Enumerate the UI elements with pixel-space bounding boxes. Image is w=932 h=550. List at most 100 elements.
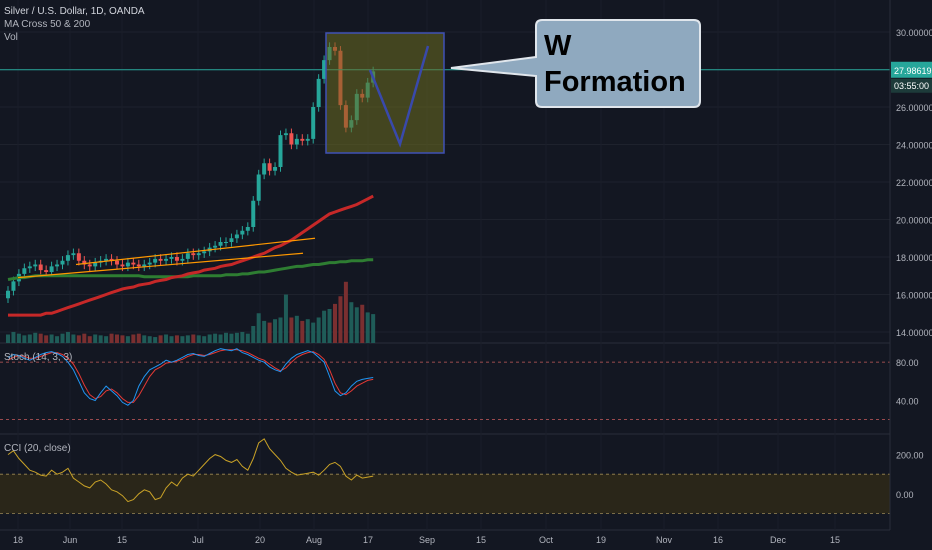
drawing-overlays[interactable]: [0, 19, 890, 279]
volume-bar: [60, 333, 65, 343]
volume-bar: [76, 335, 81, 343]
volume-bar: [278, 317, 283, 343]
volume-bar: [142, 335, 147, 343]
x-tick-label: 19: [596, 535, 606, 545]
candle-body: [224, 242, 228, 243]
volume-bar: [147, 336, 152, 343]
volume-bar: [262, 320, 267, 343]
volume-bar: [283, 294, 288, 343]
x-tick-label: Sep: [419, 535, 435, 545]
candle-body: [229, 238, 234, 242]
volume-bar: [267, 322, 272, 343]
volume-bar: [71, 334, 76, 343]
candle-body: [93, 262, 98, 267]
y-tick-label: 20.00000: [896, 216, 932, 226]
y-tick-label: 16.00000: [896, 291, 932, 301]
volume-bar: [6, 334, 10, 343]
cci-band-fill: [0, 474, 890, 514]
volume-bar: [98, 335, 103, 343]
volume-bar: [191, 334, 196, 343]
volume-bar: [131, 334, 136, 343]
y-tick-label: 18.00000: [896, 253, 932, 263]
channel-lower-line: [17, 252, 304, 279]
volume-bar: [333, 303, 337, 343]
candle-body: [87, 264, 92, 267]
candle-body: [267, 163, 272, 171]
x-tick-label: Jun: [63, 535, 78, 545]
volume-bar: [125, 336, 130, 343]
volume-bar: [240, 331, 245, 343]
cci-pane: [0, 438, 890, 514]
moving-averages: [7, 194, 374, 317]
x-tick-label: 18: [13, 535, 23, 545]
candle-body: [6, 290, 10, 299]
candle-body: [33, 264, 38, 267]
volume-bar: [11, 331, 16, 343]
volume-bar: [245, 333, 250, 343]
volume-bar: [371, 314, 376, 343]
volume-bar: [153, 337, 158, 343]
x-tick-label: Nov: [656, 535, 673, 545]
volume-bar: [360, 304, 365, 343]
ma-cross-label[interactable]: MA Cross 50 & 200: [4, 19, 91, 30]
candle-body: [153, 258, 158, 263]
cci-tick: 200.00: [896, 451, 924, 461]
x-tick-label: 15: [830, 535, 840, 545]
price-badge-value: 27.98619: [894, 66, 932, 76]
volume-bar: [234, 332, 239, 343]
candle-body: [300, 138, 305, 141]
w-formation-line: [368, 45, 430, 148]
candle-body: [65, 255, 70, 261]
volume-bar: [322, 310, 327, 343]
candle-body: [169, 257, 174, 259]
candle-body: [115, 260, 119, 265]
candle-body: [60, 260, 65, 265]
callout-line-2: Formation: [544, 66, 686, 98]
candle-body: [202, 251, 207, 254]
candle-body: [164, 258, 169, 261]
candle-body: [283, 133, 288, 136]
candle-body: [82, 260, 87, 265]
ma50-line: [8, 194, 374, 317]
volume-bar: [33, 332, 38, 343]
candle-body: [278, 135, 283, 167]
volume-bar: [115, 334, 119, 343]
volume-bar: [207, 334, 212, 343]
volume-bar: [224, 332, 228, 343]
candle-body: [22, 268, 27, 274]
stoch-label[interactable]: Stoch (14, 3, 3): [4, 352, 73, 363]
candle-body: [158, 258, 163, 261]
x-tick-label: 20: [255, 535, 265, 545]
candle-body: [76, 253, 81, 261]
volume-bar: [87, 336, 92, 343]
volume-bar: [305, 319, 310, 343]
candle-body: [11, 281, 16, 291]
candle-body: [120, 264, 125, 267]
candle-body: [38, 264, 43, 271]
volume-bar: [82, 333, 87, 343]
y-tick-label: 14.00000: [896, 328, 932, 338]
x-tick-label: 16: [713, 535, 723, 545]
candle-body: [71, 253, 76, 256]
w-formation-callout[interactable]: W Formation: [544, 28, 686, 100]
volume-bar: [120, 335, 125, 343]
candle-body: [44, 270, 49, 272]
volume-bar: [294, 315, 299, 343]
volume-bar: [16, 333, 21, 343]
candle-body: [245, 227, 250, 231]
volume-bar: [44, 335, 49, 343]
volume-bar: [174, 335, 179, 343]
volume-bar: [55, 336, 60, 343]
candle-body: [104, 258, 109, 261]
volume-bar: [169, 336, 174, 343]
y-tick-label: 26.00000: [896, 103, 932, 113]
candle-body: [180, 258, 185, 261]
volume-bar: [22, 335, 27, 343]
candle-body: [316, 78, 321, 107]
volume-bar: [202, 336, 207, 343]
volume-bar: [365, 312, 370, 343]
volume-label[interactable]: Vol: [4, 32, 18, 43]
cci-label[interactable]: CCI (20, close): [4, 443, 71, 454]
candle-body: [305, 138, 310, 141]
